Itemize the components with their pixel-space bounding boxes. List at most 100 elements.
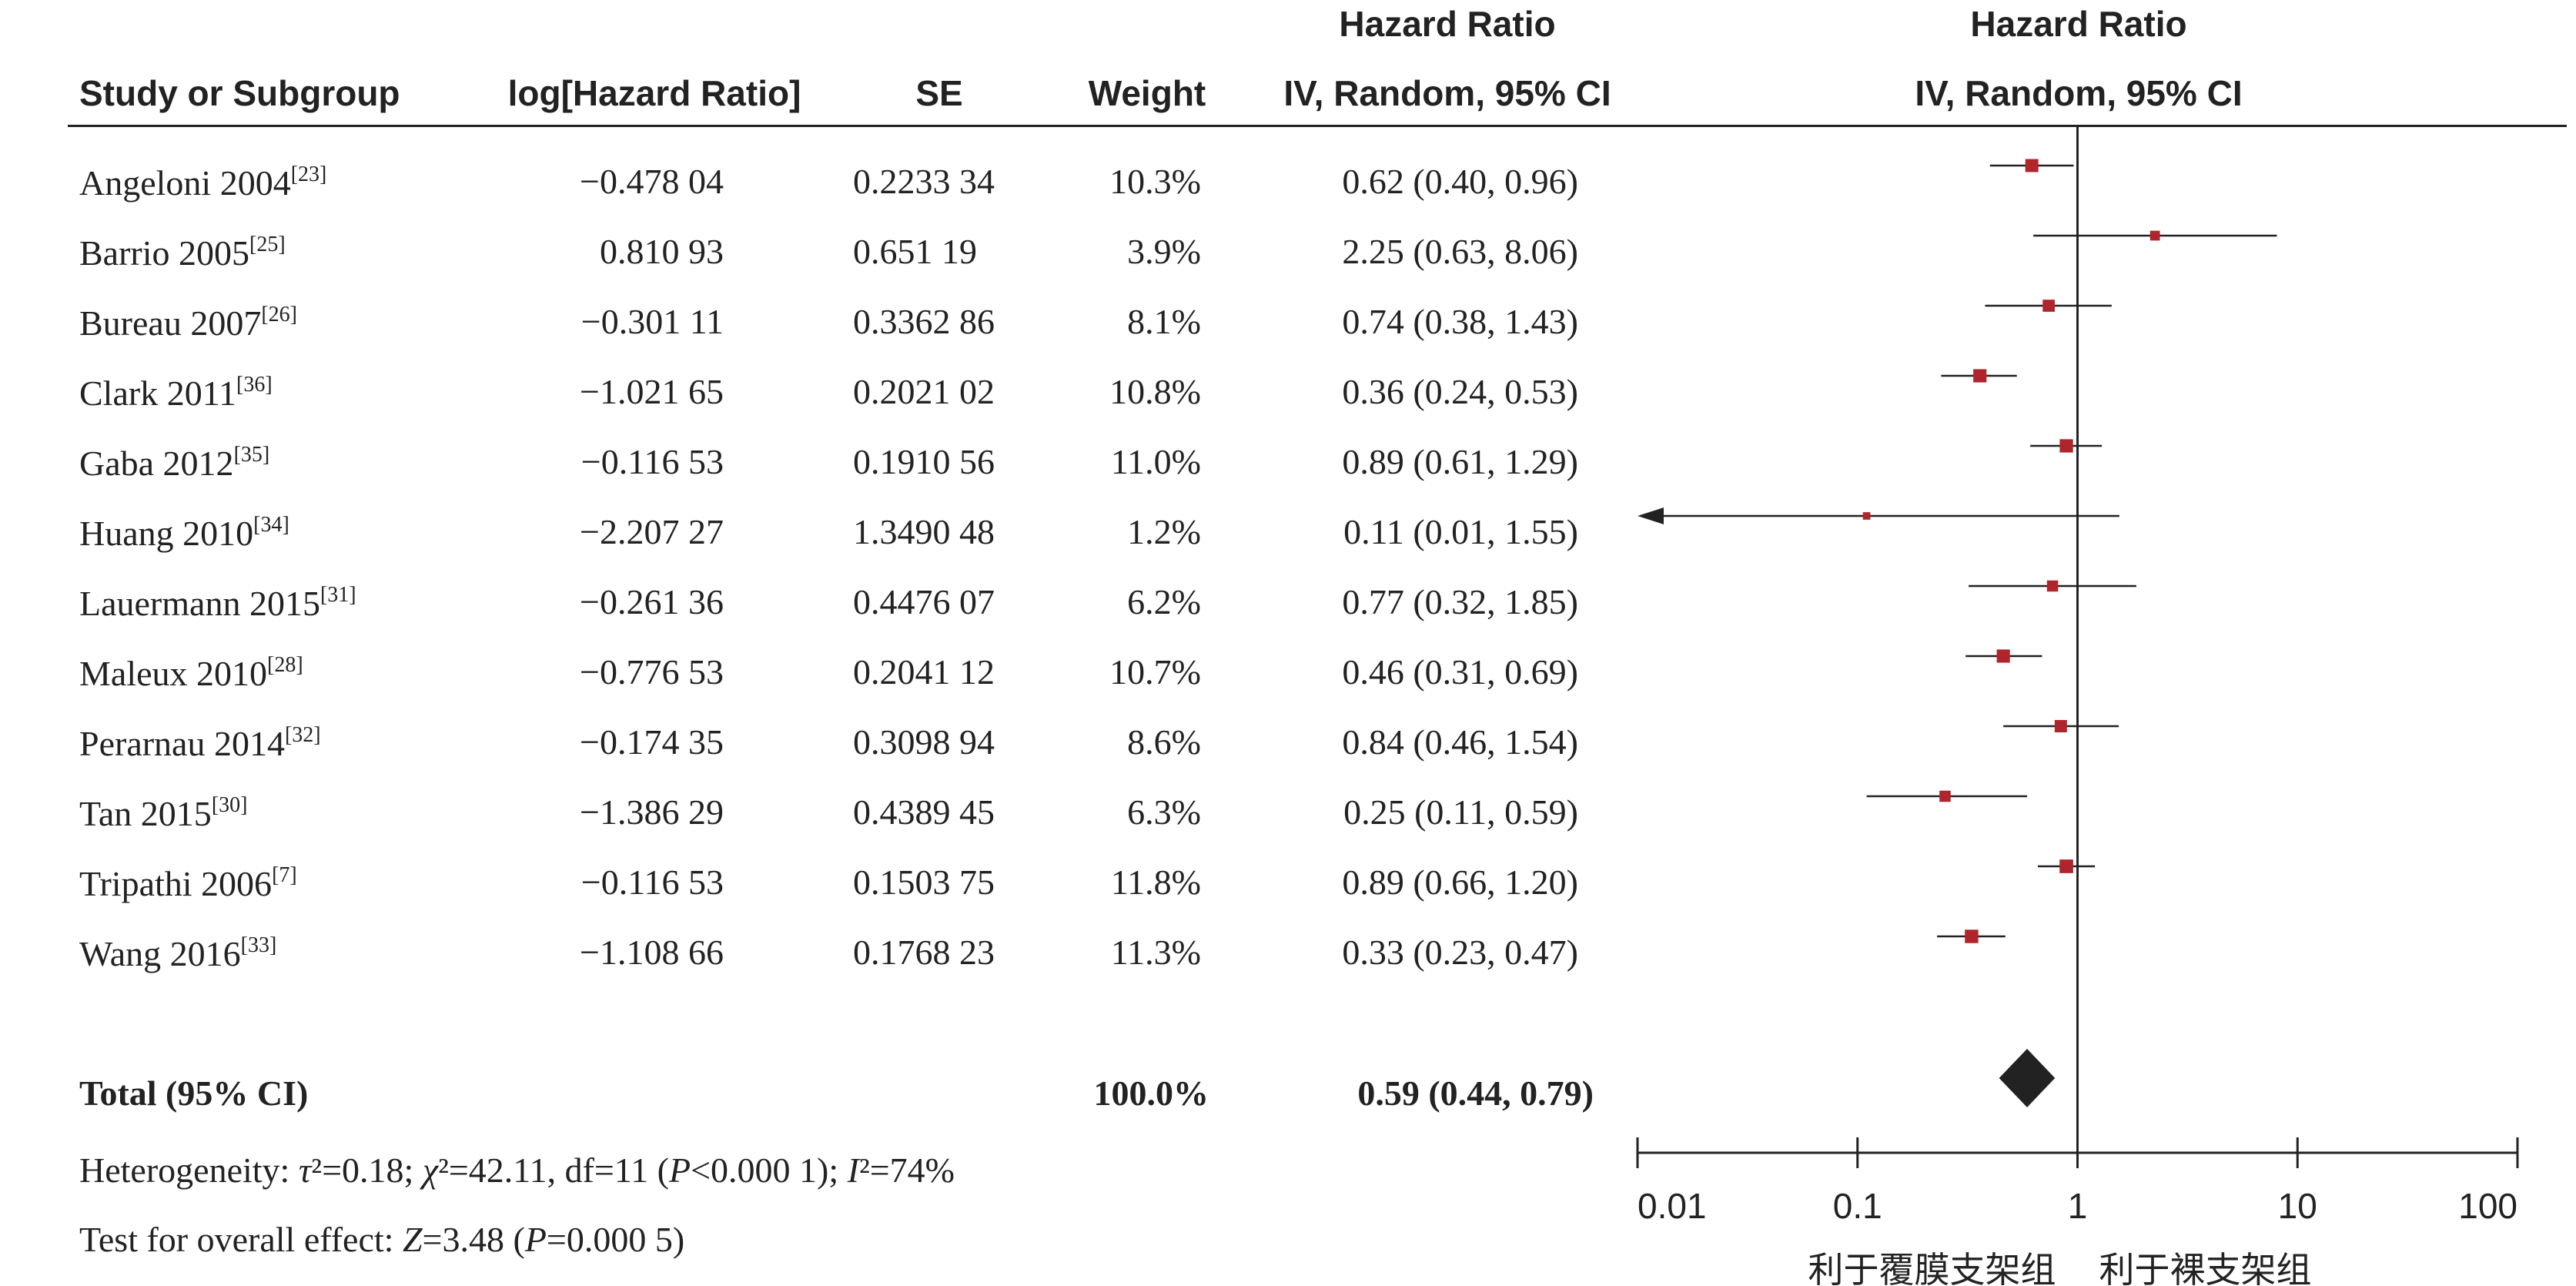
study-marker (1973, 369, 1987, 383)
hazard-ratio-ci-value: 0.84 (0.46, 1.54) (1342, 722, 1578, 762)
se-value: 0.3362 86 (853, 302, 995, 341)
study-marker (2054, 720, 2067, 732)
header-log-hazard-ratio: log[Hazard Ratio] (507, 73, 801, 113)
x-tick-label: 100 (2458, 1186, 2517, 1226)
study-marker (2059, 439, 2073, 453)
weight-value: 11.0% (1110, 442, 1201, 481)
x-tick-label: 10 (2278, 1186, 2317, 1226)
log-hazard-ratio-value: −0.116 53 (580, 862, 724, 902)
ci-arrow-left (1638, 507, 1664, 524)
se-value: 0.1768 23 (853, 933, 995, 972)
weight-value: 10.8% (1109, 372, 1201, 411)
weight-value: 11.3% (1110, 933, 1201, 972)
study-reference: [26] (261, 303, 297, 327)
se-value: 0.2021 02 (853, 372, 995, 411)
study-name: Barrio 2005[25] (79, 234, 286, 271)
study-marker (2025, 159, 2039, 172)
weight-value: 10.7% (1109, 652, 1201, 692)
log-hazard-ratio-value: −1.108 66 (580, 933, 724, 972)
study-name-text: Huang 2010 (79, 514, 254, 553)
se-value: 0.651 19 (853, 232, 977, 271)
header-hr-method: IV, Random, 95% CI (1283, 73, 1611, 113)
study-name-text: Gaba 2012 (79, 444, 234, 483)
log-hazard-ratio-value: −1.386 29 (580, 792, 724, 832)
study-name-text: Angeloni 2004 (79, 163, 291, 203)
se-value: 0.1503 75 (853, 862, 995, 902)
log-hazard-ratio-value: −1.021 65 (580, 372, 724, 411)
x-tick-label: 1 (2068, 1186, 2088, 1226)
weight-value: 1.2% (1127, 512, 1201, 551)
se-value: 0.2041 12 (853, 652, 995, 692)
total-ci: 0.59 (0.44, 0.79) (1357, 1073, 1594, 1113)
study-reference: [34] (253, 513, 289, 537)
study-marker (2046, 580, 2059, 592)
favors-right-label: 利于裸支架组 (2099, 1249, 2312, 1286)
se-value: 1.3490 48 (853, 512, 995, 551)
log-hazard-ratio-value: −0.261 36 (580, 582, 724, 621)
se-value: 0.3098 94 (853, 722, 995, 762)
study-name: Gaba 2012[35] (79, 444, 269, 481)
se-value: 0.1910 56 (853, 442, 995, 481)
study-reference: [33] (240, 933, 277, 957)
study-name: Wang 2016[33] (79, 935, 276, 972)
hazard-ratio-ci-value: 0.25 (0.11, 0.59) (1343, 792, 1578, 832)
hazard-ratio-ci-value: 0.89 (0.61, 1.29) (1342, 442, 1578, 481)
hazard-ratio-ci-value: 0.77 (0.32, 1.85) (1342, 582, 1578, 621)
hazard-ratio-ci-value: 0.11 (0.01, 1.55) (1343, 512, 1578, 551)
se-value: 0.4476 07 (853, 582, 995, 621)
header-plot-method: IV, Random, 95% CI (1915, 73, 2243, 113)
log-hazard-ratio-value: −0.301 11 (580, 302, 724, 341)
hazard-ratio-ci-value: 0.62 (0.40, 0.96) (1342, 162, 1578, 201)
header-rule (68, 125, 2567, 127)
weight-value: 11.8% (1110, 862, 1201, 902)
study-reference: [31] (319, 583, 356, 607)
weight-value: 6.3% (1127, 792, 1201, 832)
study-marker (2059, 859, 2073, 873)
weight-value: 8.6% (1127, 722, 1201, 762)
x-tick-label: 0.1 (1833, 1186, 1882, 1226)
heterogeneity-note: Heterogeneity: τ²=0.18; χ²=42.11, df=11 … (79, 1150, 955, 1190)
hazard-ratio-ci-value: 0.74 (0.38, 1.43) (1342, 302, 1578, 341)
study-reference: [7] (272, 863, 297, 887)
study-reference: [25] (249, 233, 286, 256)
x-tick-label: 0.01 (1638, 1186, 1707, 1226)
study-name-text: Tripathi 2006 (79, 864, 273, 903)
log-hazard-ratio-value: −0.776 53 (580, 652, 724, 692)
study-name: Huang 2010[34] (79, 514, 289, 551)
study-reference: [32] (284, 723, 321, 747)
study-reference: [28] (267, 653, 303, 677)
study-reference: [23] (290, 162, 327, 186)
study-name: Maleux 2010[28] (79, 655, 303, 692)
study-name: Perarnau 2014[32] (79, 725, 321, 762)
study-name-text: Tan 2015 (79, 794, 212, 833)
study-name-text: Clark 2011 (79, 373, 236, 413)
study-reference: [36] (236, 373, 273, 397)
header-study: Study or Subgroup (79, 73, 400, 113)
study-marker (1862, 512, 1871, 520)
study-marker (1939, 790, 1951, 802)
se-value: 0.4389 45 (853, 792, 995, 832)
study-name: Bureau 2007[26] (79, 304, 297, 341)
study-marker (2149, 230, 2160, 241)
study-name: Lauermann 2015[31] (79, 584, 356, 621)
log-hazard-ratio-value: 0.810 93 (600, 232, 724, 271)
se-value: 0.2233 34 (853, 162, 995, 201)
log-hazard-ratio-value: −0.478 04 (580, 162, 724, 201)
hazard-ratio-ci-value: 0.89 (0.66, 1.20) (1342, 862, 1578, 902)
study-name-text: Barrio 2005 (79, 233, 250, 273)
header-se: SE (915, 73, 963, 113)
study-name-text: Wang 2016 (79, 934, 241, 973)
log-hazard-ratio-value: −0.116 53 (580, 442, 724, 481)
study-name-text: Perarnau 2014 (79, 724, 285, 763)
hazard-ratio-ci-value: 0.33 (0.23, 0.47) (1342, 933, 1578, 972)
study-marker (1996, 649, 2010, 663)
study-reference: [35] (233, 443, 270, 467)
study-name: Tripathi 2006[7] (79, 865, 297, 902)
weight-value: 6.2% (1127, 582, 1201, 621)
study-name: Tan 2015[30] (79, 795, 247, 832)
hazard-ratio-ci-value: 0.36 (0.24, 0.53) (1342, 372, 1578, 411)
header-hr-title: Hazard Ratio (1339, 4, 1556, 44)
study-name: Angeloni 2004[23] (79, 164, 326, 201)
